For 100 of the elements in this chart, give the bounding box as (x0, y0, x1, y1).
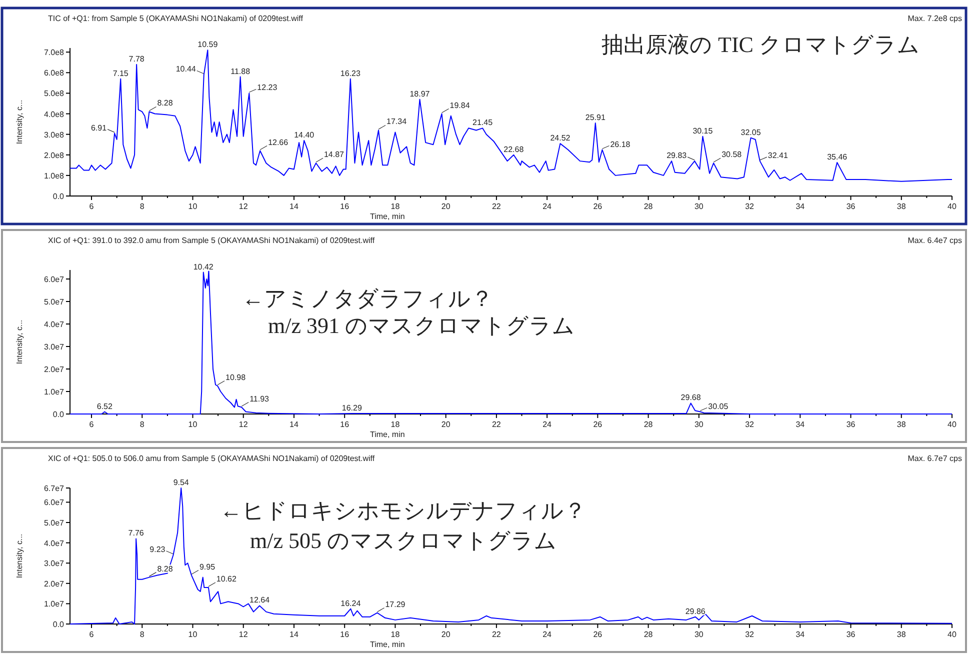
x-tick-label: 32 (745, 420, 755, 429)
y-tick-label: 6.7e7 (44, 484, 65, 493)
x-tick-label: 38 (896, 202, 906, 211)
x-tick-label: 36 (846, 420, 856, 429)
y-tick-label: 5.0e7 (44, 298, 65, 306)
x-tick-label: 8 (140, 630, 145, 639)
annotation: 14.87 (324, 150, 345, 160)
y-tick-label: 6.0e8 (44, 68, 65, 78)
x-tick-label: 8 (140, 420, 145, 429)
x-tick-label: 36 (846, 202, 856, 211)
annotation: 25.91 (585, 113, 606, 122)
x-tick-label: 14 (290, 202, 299, 211)
y-tick-label: 6.0e7 (44, 498, 65, 508)
y-tick-label: 1.0e8 (44, 171, 65, 180)
annotation: 22.68 (504, 144, 524, 154)
x-tick-label: 6 (89, 420, 94, 429)
chart-subtitle: Max. 6.4e7 cps (908, 236, 962, 245)
annotation: 12.23 (257, 83, 278, 92)
x-tick-label: 16 (340, 420, 350, 429)
x-tick-label: 12 (238, 630, 248, 639)
x-tick-label: 6 (89, 202, 94, 211)
annotation: 10.44 (176, 64, 196, 74)
y-tick-label: 0.0 (52, 192, 65, 201)
annotation: 19.84 (450, 100, 470, 110)
annotation: 32.41 (768, 151, 788, 160)
annotation: 18.97 (410, 89, 430, 98)
annotation: 16.29 (342, 404, 362, 413)
x-tick-label: 22 (492, 202, 502, 211)
annotation: 6.91 (90, 123, 108, 132)
x-tick-label: 16 (340, 630, 350, 639)
annotation: 6.52 (96, 402, 114, 411)
annotation: 26.18 (610, 140, 631, 149)
x-tick-label: 38 (896, 630, 906, 639)
x-tick-label: 32 (745, 630, 755, 639)
x-tick-label: 18 (390, 202, 400, 211)
annotation: 9.54 (173, 478, 190, 487)
x-tick-label: 10 (188, 202, 198, 211)
x-tick-label: 36 (846, 630, 856, 639)
y-tick-label: 5.0e8 (44, 89, 65, 98)
x-axis-title: Time, min (370, 640, 405, 649)
x-tick-label: 18 (390, 420, 400, 429)
x-tick-label: 24 (542, 630, 552, 639)
x-tick-label: 26 (593, 420, 603, 429)
x-tick-label: 22 (492, 630, 502, 639)
annotation: 14.40 (294, 130, 315, 140)
annotation: 10.59 (198, 40, 218, 50)
x-tick-label: 32 (745, 202, 755, 211)
annotation: 9.95 (199, 562, 216, 572)
y-tick-label: 4.0e7 (44, 320, 65, 329)
y-axis-title: Intensity, c... (15, 320, 24, 364)
y-tick-label: 0.0 (52, 620, 65, 629)
y-tick-label: 2.0e7 (44, 579, 65, 588)
x-tick-label: 30 (694, 420, 704, 429)
annotation: 17.29 (385, 600, 406, 609)
x-tick-label: 30 (694, 630, 704, 639)
chart-title: TIC of +Q1: from Sample 5 (OKAYAMAShi NO1Nakami) of 0209test.wiff (48, 14, 304, 23)
y-tick-label: 4.0e7 (44, 538, 65, 548)
x-tick-label: 40 (948, 630, 957, 639)
x-tick-label: 22 (492, 420, 502, 429)
x-tick-label: 10 (188, 630, 198, 639)
x-tick-label: 40 (948, 420, 957, 429)
x-tick-label: 20 (441, 630, 451, 639)
x-tick-label: 38 (896, 420, 906, 429)
annotation: 29.83 (666, 151, 688, 160)
y-tick-label: 1.0e7 (44, 388, 65, 396)
x-tick-label: 14 (290, 630, 299, 639)
x-tick-label: 24 (542, 420, 552, 429)
annotation: 32.05 (740, 128, 762, 137)
annotation: 12.66 (268, 138, 289, 147)
annotation: 24.52 (550, 134, 571, 143)
x-tick-label: 28 (644, 420, 654, 429)
chart-title: XIC of +Q1: 505.0 to 506.0 amu from Sample 5 (OKAYAMAShi NO1Nakami) of 0209test.wiff (48, 454, 376, 463)
x-axis-title: Time, min (370, 430, 405, 439)
x-tick-label: 16 (340, 202, 350, 211)
annotation: 17.34 (386, 117, 408, 126)
x-tick-label: 34 (796, 630, 806, 639)
x-tick-label: 12 (238, 420, 248, 429)
y-tick-label: 1.0e7 (44, 600, 65, 609)
x-tick-label: 24 (542, 202, 552, 211)
annotation: 11.93 (250, 394, 270, 404)
chart-title: XIC of +Q1: 391.0 to 392.0 amu from Sample 5 (OKAYAMAShi NO1Nakami) of 0209test.wiff (48, 236, 376, 245)
x-tick-label: 6 (89, 630, 94, 639)
x-tick-label: 30 (694, 202, 704, 211)
x-tick-label: 26 (593, 630, 603, 639)
annotation: m/z 391 のマスクロマトグラム (268, 313, 575, 338)
annotation: 10.98 (226, 372, 246, 382)
x-tick-label: 20 (441, 202, 451, 211)
annotation: m/z 505 のマスクロマトグラム (250, 528, 557, 553)
annotation: ←ヒドロキシホモシルデナフィル？ (220, 498, 586, 523)
annotation: 7.15 (112, 68, 129, 78)
annotation: 10.62 (216, 574, 238, 584)
chart-subtitle: Max. 6.7e7 cps (908, 454, 962, 463)
annotation: 35.46 (827, 152, 848, 162)
annotation: 7.76 (128, 528, 144, 538)
y-tick-label: 4.0e8 (44, 110, 65, 119)
y-axis-title: Intensity, c... (15, 534, 24, 578)
annotation: 抽出原液の TIC クロマトグラム (602, 32, 920, 57)
annotation: 30.15 (692, 126, 714, 136)
x-axis-title: Time, min (370, 212, 405, 221)
x-tick-label: 34 (796, 420, 806, 429)
